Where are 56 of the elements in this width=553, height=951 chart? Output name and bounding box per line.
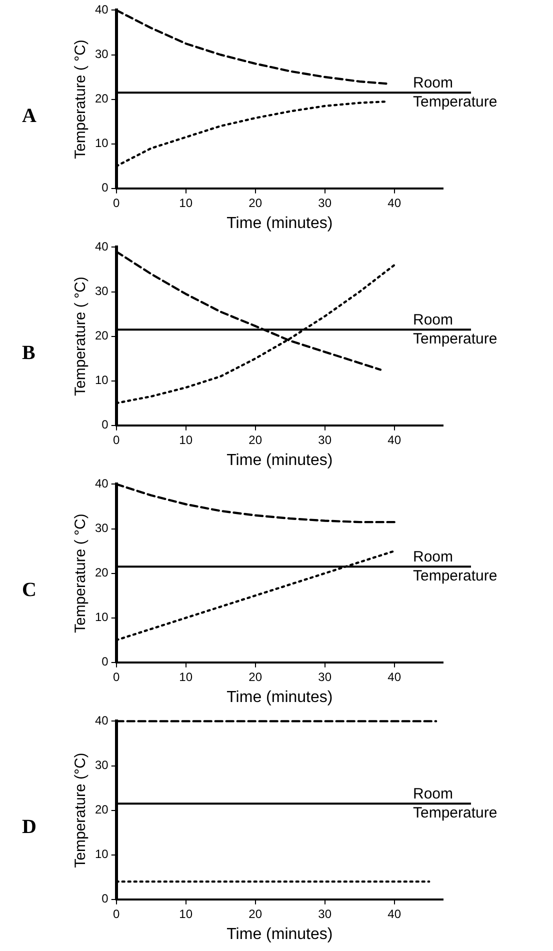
x-tick-label: 40 [388,670,402,684]
y-tick-label: 10 [94,847,109,862]
ref-line-label: Room Temperature [413,548,498,584]
y-tick-label: 0 [102,418,109,432]
x-tick-label: 40 [388,432,402,447]
text: B [22,342,36,365]
y-tick-label: 0 [102,654,109,669]
y-tick-label: 20 [94,328,109,343]
x-tick-label: 20 [248,906,262,921]
y-tick-label: 30 [94,47,109,62]
y-tick-label: 30 [94,758,109,772]
x-tick-label: 40 [388,196,402,210]
y-tick-label: 40 [94,476,109,491]
x-tick-label: 30 [318,432,332,447]
x-tick-label: 10 [179,432,193,447]
y-tick-label: 40 [94,2,109,17]
ref-line-label: Room Temperature [413,785,498,822]
y-tick-label: 10 [94,610,109,624]
x-tick-label: 0 [113,670,120,684]
x-axis-title: Time (minutes) [226,926,333,943]
x-tick-label: 0 [113,432,120,447]
x-axis-title: Time (minutes) [226,452,333,469]
x-tick-label: 10 [179,196,193,210]
ref-line-label: Room Temperature [413,74,498,110]
x-tick-label: 10 [179,670,193,684]
y-tick-label: 10 [94,373,109,388]
y-tick-label: 20 [94,802,109,817]
y-tick-label: 20 [94,92,109,106]
y-tick-label: 30 [94,521,109,536]
text: A [22,105,36,128]
x-tick-label: 10 [179,906,193,921]
y-tick-label: 10 [94,136,109,150]
y-tick-label: 20 [94,566,109,580]
x-tick-label: 0 [113,196,120,210]
x-axis-title: Time (minutes) [226,214,333,232]
text: C [22,579,36,602]
x-tick-label: 40 [388,906,402,921]
x-tick-label: 30 [318,670,332,684]
y-tick-label: 0 [102,892,109,906]
y-axis-title: Temperature ( °C) [72,276,90,396]
y-tick-label: 0 [102,180,109,195]
x-tick-label: 20 [248,670,262,684]
x-tick-label: 20 [248,432,262,447]
x-tick-label: 30 [318,906,332,921]
y-axis-title: Temperature ( °C) [72,514,90,633]
x-axis-title: Time (minutes) [226,688,333,706]
x-tick-label: 0 [113,906,120,921]
y-tick-label: 40 [94,240,109,254]
y-axis-title: Temperature (°C) [72,752,90,868]
y-tick-label: 40 [94,714,109,728]
text: D [22,816,36,839]
x-tick-label: 20 [248,196,262,210]
x-tick-label: 30 [318,196,332,210]
ref-line-label: Room Temperature [413,311,498,348]
y-axis-title: Temperature ( °C) [72,40,90,159]
y-tick-label: 30 [94,284,109,298]
